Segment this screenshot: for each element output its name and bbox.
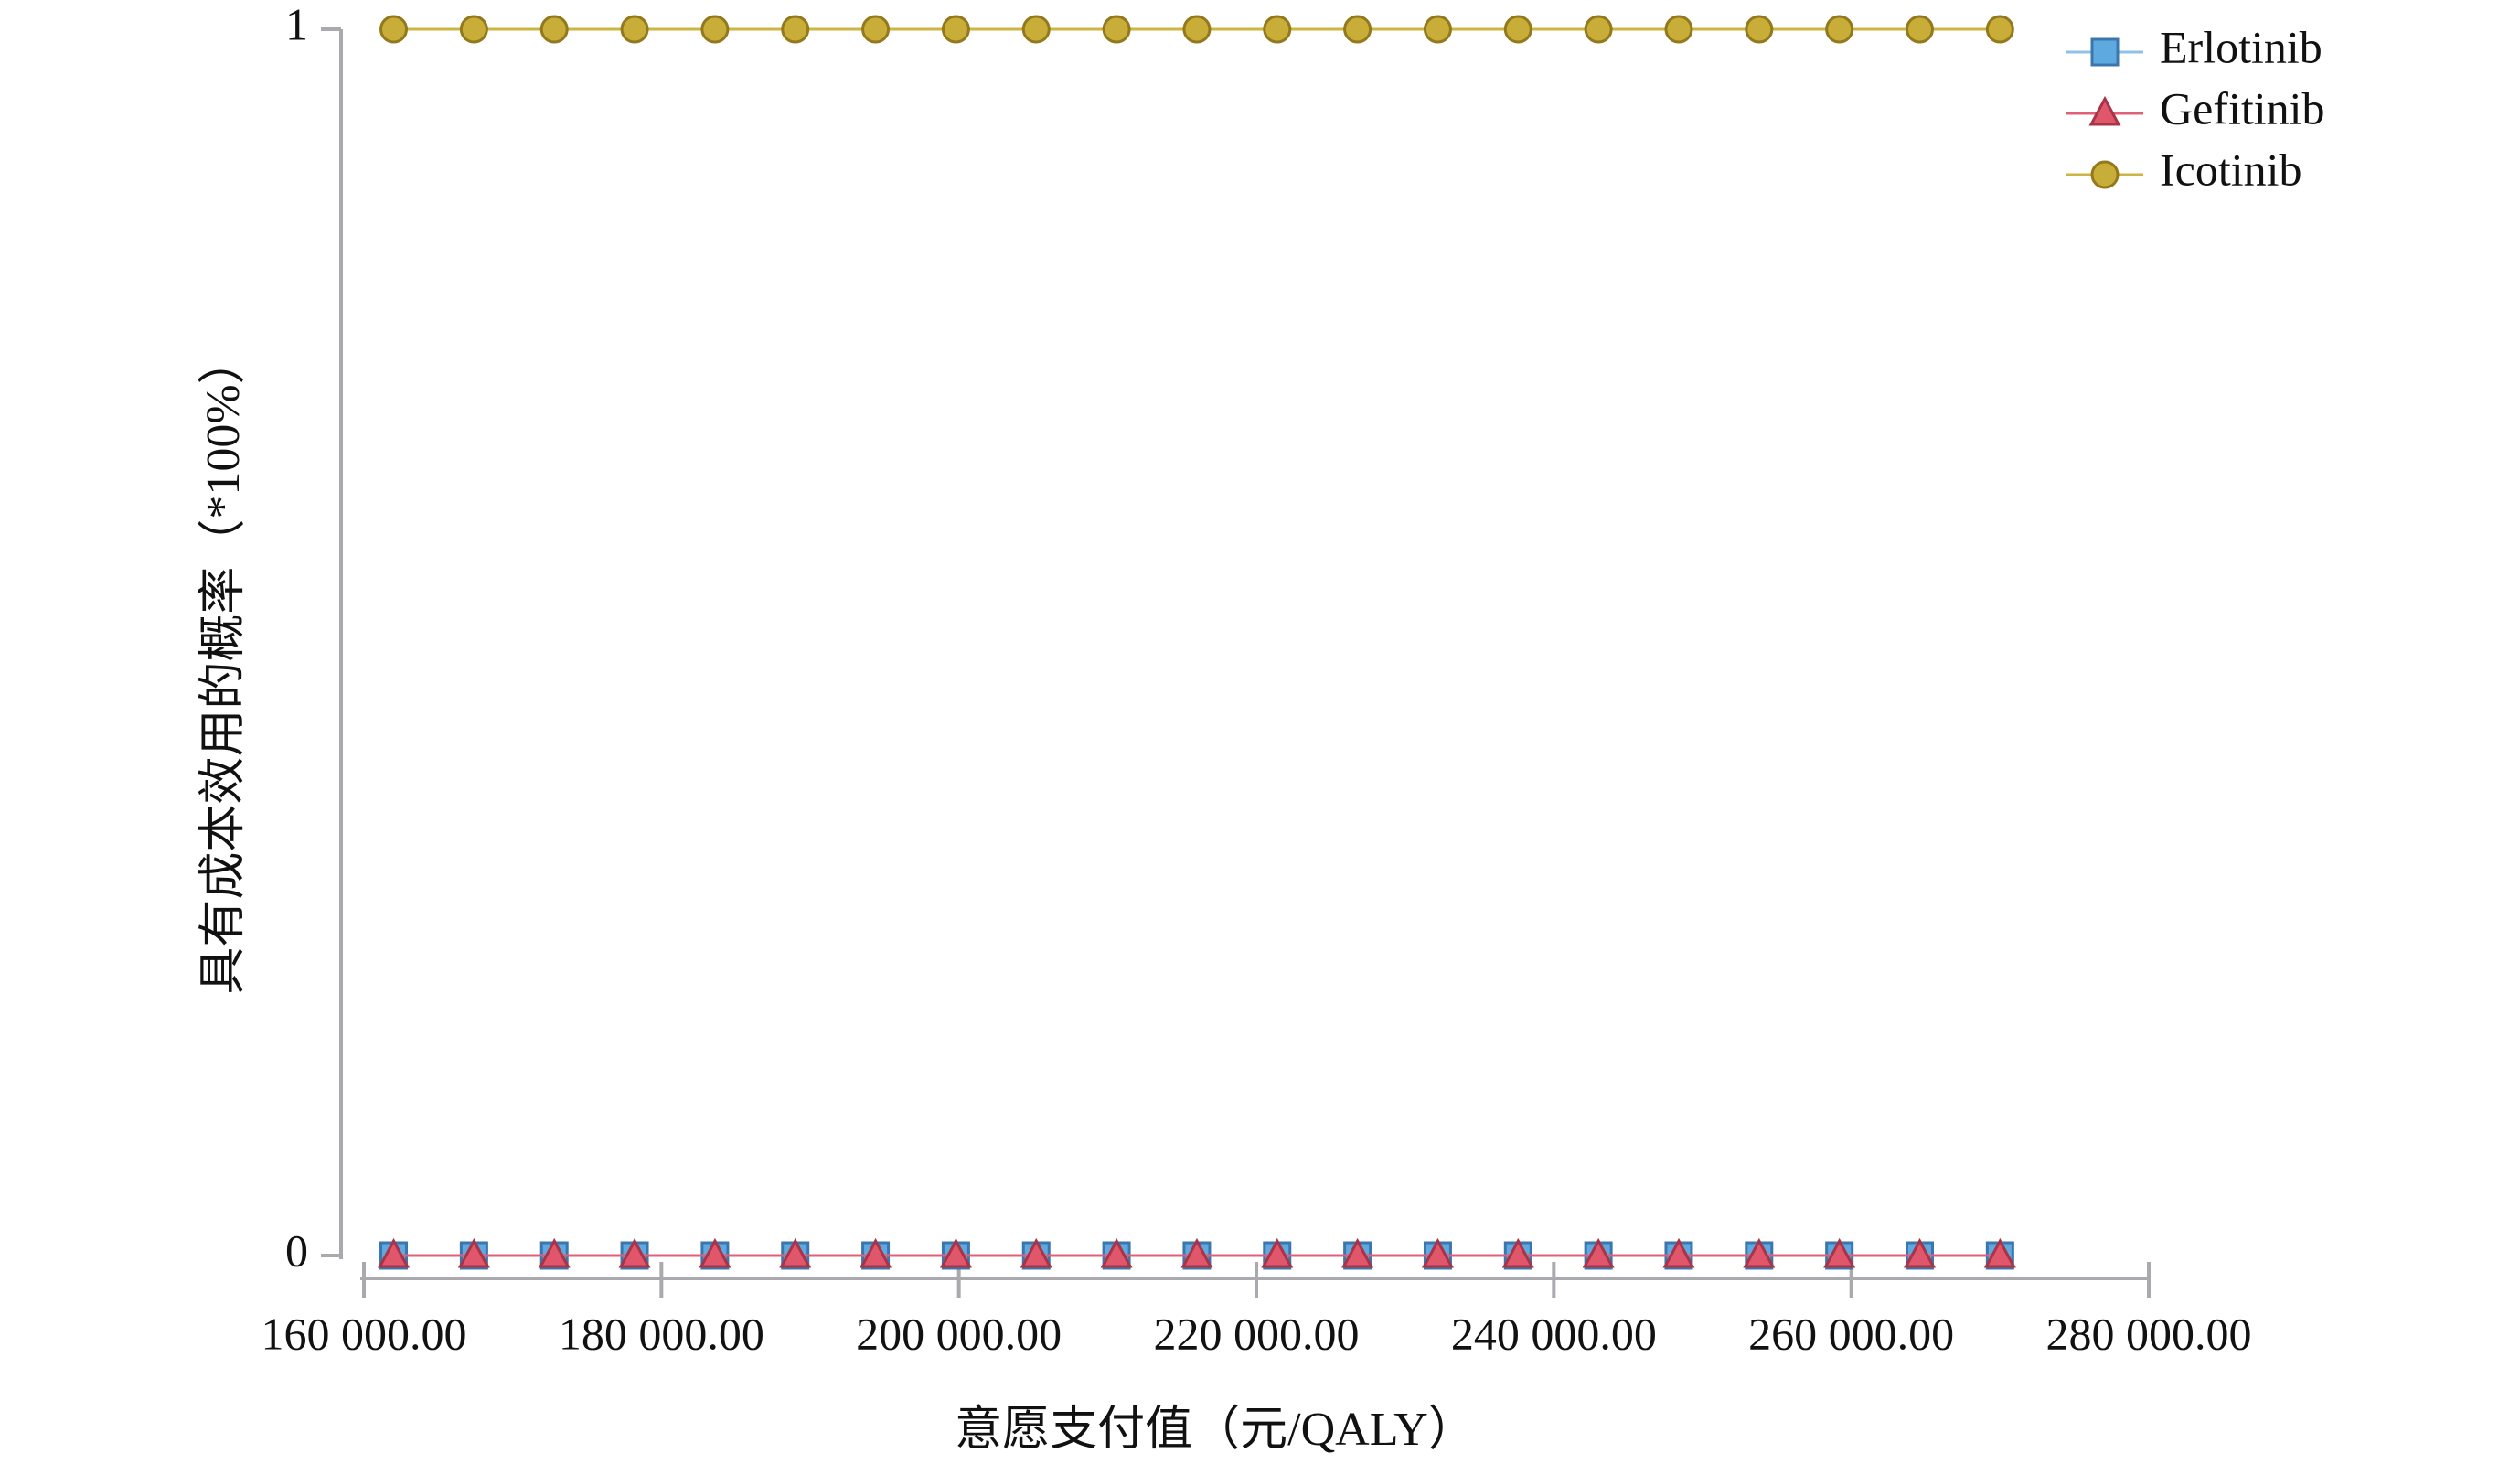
data-point-icotinib — [539, 15, 569, 44]
x-tick-label: 260 000.00 — [1748, 1308, 1954, 1359]
data-point-icotinib — [1102, 15, 1131, 44]
data-point-icotinib — [1021, 15, 1051, 44]
legend-label-erlotinib: Erlotinib — [2160, 21, 2322, 72]
x-tick-label: 280 000.00 — [2046, 1308, 2252, 1359]
x-axis-title: 意愿支付值（元/QALY） — [955, 1404, 1476, 1456]
data-point-icotinib — [1423, 15, 1452, 44]
data-point-icotinib — [941, 15, 970, 44]
data-point-icotinib — [1745, 15, 1774, 44]
series-layer — [378, 15, 2016, 1270]
data-point-gefitinib — [378, 1237, 411, 1268]
data-point-gefitinib — [1341, 1237, 1374, 1268]
legend: Erlotinib Gefitinib Icotinib — [2066, 21, 2325, 195]
legend-marker-erlotinib — [2090, 37, 2120, 67]
y-tick-label: 0 — [285, 1224, 308, 1276]
data-point-icotinib — [1263, 15, 1292, 44]
legend-marker-gefitinib — [2088, 95, 2121, 126]
legend-item-icotinib: Icotinib — [2066, 144, 2302, 195]
data-point-gefitinib — [860, 1237, 892, 1268]
series-gefitinib — [378, 1237, 2016, 1268]
data-point-gefitinib — [1100, 1237, 1133, 1268]
axes: 0 1 160 000.00 180 000.00 200 000.00 220 000.… — [262, 0, 2252, 1359]
data-point-icotinib — [1182, 15, 1212, 44]
data-point-icotinib — [379, 15, 409, 44]
legend-label-gefitinib: Gefitinib — [2160, 82, 2325, 134]
data-point-icotinib — [1825, 15, 1854, 44]
data-point-gefitinib — [1983, 1237, 2016, 1268]
data-point-gefitinib — [1421, 1237, 1454, 1268]
data-point-icotinib — [1905, 15, 1934, 44]
x-tick-label: 160 000.00 — [262, 1308, 467, 1359]
y-tick-label: 1 — [285, 0, 308, 49]
series-icotinib — [379, 15, 2014, 44]
data-point-gefitinib — [1903, 1237, 1936, 1268]
data-point-gefitinib — [618, 1237, 651, 1268]
data-point-icotinib — [620, 15, 649, 44]
legend-marker-icotinib — [2090, 160, 2120, 189]
x-tick-label: 220 000.00 — [1154, 1308, 1360, 1359]
legend-label-icotinib: Icotinib — [2160, 144, 2302, 195]
x-tick-label: 200 000.00 — [856, 1308, 1062, 1359]
data-point-gefitinib — [1180, 1237, 1213, 1268]
data-point-gefitinib — [1261, 1237, 1294, 1268]
data-point-gefitinib — [1662, 1237, 1695, 1268]
data-point-gefitinib — [699, 1237, 731, 1268]
x-tick-label: 180 000.00 — [559, 1308, 764, 1359]
data-point-gefitinib — [1743, 1237, 1776, 1268]
data-point-gefitinib — [779, 1237, 812, 1268]
data-point-gefitinib — [1020, 1237, 1052, 1268]
data-point-gefitinib — [538, 1237, 571, 1268]
data-point-icotinib — [1503, 15, 1532, 44]
legend-item-erlotinib: Erlotinib — [2066, 21, 2322, 72]
data-point-icotinib — [1343, 15, 1372, 44]
y-axis-title: 具有成本效用的概率（*100%） — [198, 337, 250, 994]
data-point-icotinib — [1584, 15, 1613, 44]
data-point-icotinib — [1664, 15, 1693, 44]
data-point-gefitinib — [457, 1237, 490, 1268]
data-point-gefitinib — [1582, 1237, 1615, 1268]
data-point-icotinib — [700, 15, 730, 44]
legend-item-gefitinib: Gefitinib — [2066, 82, 2325, 134]
data-point-gefitinib — [1823, 1237, 1856, 1268]
x-tick-label: 240 000.00 — [1451, 1308, 1657, 1359]
data-point-icotinib — [459, 15, 488, 44]
data-point-icotinib — [861, 15, 891, 44]
data-point-icotinib — [781, 15, 810, 44]
data-point-icotinib — [1985, 15, 2014, 44]
data-point-gefitinib — [939, 1237, 972, 1268]
data-point-gefitinib — [1501, 1237, 1534, 1268]
